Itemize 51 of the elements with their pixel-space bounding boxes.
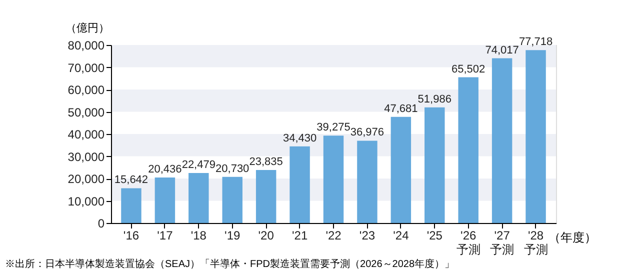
data-label: 65,502 — [452, 63, 486, 76]
data-label: 34,430 — [282, 132, 317, 144]
x-tick-label: '27 予測 — [490, 228, 514, 256]
data-label: 15,642 — [114, 174, 148, 186]
bar — [154, 178, 176, 223]
bar — [492, 58, 512, 223]
x-tick-label: '18 — [190, 228, 207, 242]
x-tick-label: '21 — [292, 228, 308, 242]
y-tick-label: 30,000 — [68, 150, 105, 164]
y-tick-label: 70,000 — [68, 60, 105, 75]
x-axis-title: （年度） — [548, 230, 596, 244]
bar — [424, 107, 445, 223]
data-label: 47,681 — [384, 102, 418, 115]
data-label: 39,275 — [316, 122, 350, 134]
x-tick-label: '22 — [326, 228, 342, 242]
bar — [526, 50, 546, 223]
y-tick-label: 80,000 — [68, 38, 105, 52]
data-label: 22,479 — [182, 158, 216, 171]
x-tick-label: '26 予測 — [456, 228, 480, 256]
y-tick-label: 60,000 — [68, 83, 105, 97]
bar — [188, 172, 209, 223]
data-label: 20,730 — [216, 162, 250, 175]
bar — [458, 77, 478, 223]
x-tick-label: '19 — [224, 228, 241, 242]
y-tick-label: 20,000 — [68, 172, 105, 186]
data-label: 20,436 — [148, 164, 182, 176]
x-tick-label: '24 — [393, 228, 410, 242]
x-tick-label: '28 予測 — [524, 228, 548, 256]
bar — [390, 116, 412, 223]
bar — [290, 146, 310, 223]
x-tick-label: '17 — [157, 228, 174, 242]
bar — [121, 188, 142, 223]
x-tick-label: '20 — [258, 228, 274, 242]
data-label: 23,835 — [249, 156, 283, 168]
data-label: 51,986 — [418, 93, 452, 106]
text: ※出所：日本半導体製造装置協会（SEAJ）「半導体・FPD製造装置需要予測（2026～2028年度）」 — [5, 258, 455, 270]
y-tick-label: 50,000 — [68, 105, 105, 120]
data-label: 77,718 — [518, 36, 553, 48]
bar — [323, 136, 344, 223]
y-axis-title: （億円） — [66, 22, 110, 34]
bar — [256, 170, 276, 223]
x-tick-label: '16 — [123, 228, 140, 242]
y-tick-label: 40,000 — [68, 128, 105, 142]
data-label: 36,976 — [350, 126, 384, 139]
y-tick-label: 10,000 — [68, 194, 105, 208]
bar — [222, 176, 242, 223]
x-tick-label: '23 — [359, 228, 376, 242]
x-tick-label: '25 — [426, 228, 443, 242]
y-tick-label: 0 — [98, 216, 105, 230]
bar — [357, 140, 378, 223]
data-label: 74,017 — [485, 44, 519, 56]
